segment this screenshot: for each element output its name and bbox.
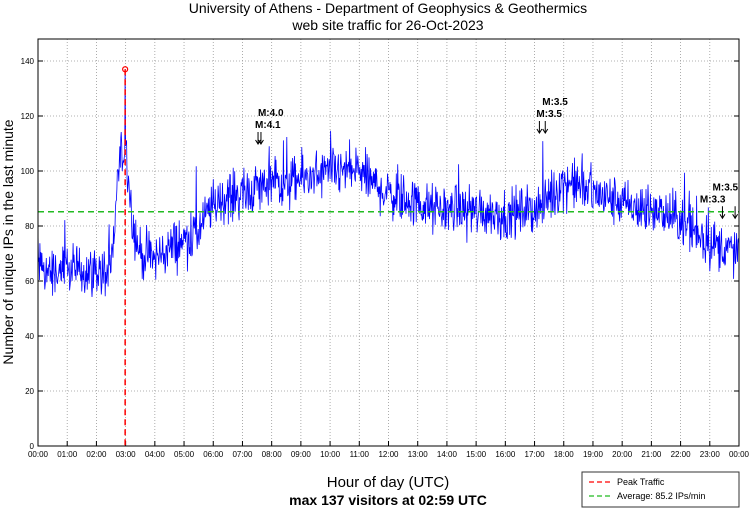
chart-subtitle: web site traffic for 26-Oct-2023 xyxy=(291,17,483,33)
x-tick-label: 12:00 xyxy=(378,450,399,459)
x-tick-label: 21:00 xyxy=(641,450,662,459)
annotations: M:4.1M:4.0 M:3.5M:3.5M:3.3M:3.5 xyxy=(255,97,739,220)
y-tick-label: 20 xyxy=(25,387,34,396)
grid xyxy=(38,39,739,446)
x-tick-label: 11:00 xyxy=(350,450,370,459)
y-tick-label: 120 xyxy=(21,112,35,121)
x-tick-label: 02:00 xyxy=(86,450,107,459)
max-summary: max 137 visitors at 02:59 UTC xyxy=(289,492,487,508)
x-axis-label: Hour of day (UTC) xyxy=(327,474,450,491)
annotation-arrowhead-icon xyxy=(536,128,543,134)
y-tick-label: 0 xyxy=(30,442,35,451)
x-tick-label: 19:00 xyxy=(583,450,604,459)
x-tick-label: 13:00 xyxy=(408,450,429,459)
legend-peak-label: Peak Traffic xyxy=(617,477,665,487)
annotation-label: M:3.5 xyxy=(713,182,739,193)
x-tick-label: 03:00 xyxy=(116,450,137,459)
y-tick-label: 40 xyxy=(25,332,34,341)
x-tick-label: 08:00 xyxy=(262,450,283,459)
x-tick-label: 14:00 xyxy=(437,450,458,459)
x-tick-label: 00:00 xyxy=(28,450,49,459)
axis-ticks: 0 20 40 60 80 100 120 140 00:00 01:00 02:00 03:00 04… xyxy=(21,57,750,459)
peak-marker xyxy=(122,66,129,73)
x-tick-label: 00:00 xyxy=(729,450,750,459)
annotation-label: M:4.1 xyxy=(255,120,281,131)
x-tick-label: 16:00 xyxy=(495,450,516,459)
x-tick-label: 05:00 xyxy=(174,450,195,459)
annotation-label: M:3.3 xyxy=(700,194,726,205)
annotation-arrowhead-icon xyxy=(542,128,549,134)
annotation-arrowhead-icon xyxy=(258,139,264,145)
y-tick-label: 140 xyxy=(21,57,35,66)
x-tick-label: 06:00 xyxy=(203,450,224,459)
x-tick-label: 07:00 xyxy=(232,450,253,459)
y-axis-label: Number of unique IPs in the last minute xyxy=(0,119,16,364)
legend: Peak Traffic Average: 85.2 IPs/min xyxy=(581,471,740,508)
x-tick-label: 10:00 xyxy=(320,450,341,459)
y-tick-label: 60 xyxy=(25,277,34,286)
y-tick-label: 80 xyxy=(25,222,34,231)
legend-average-label: Average: 85.2 IPs/min xyxy=(617,491,705,501)
chart-title: University of Athens - Department of Geo… xyxy=(189,0,587,16)
x-tick-label: 17:00 xyxy=(525,450,546,459)
x-tick-label: 22:00 xyxy=(671,450,692,459)
annotation-arrowhead-icon xyxy=(719,213,726,220)
x-tick-label: 01:00 xyxy=(57,450,78,459)
x-tick-label: 23:00 xyxy=(700,450,721,459)
y-tick-label: 100 xyxy=(21,167,35,176)
series-line xyxy=(37,69,740,298)
annotation-arrowhead-icon xyxy=(732,213,739,220)
plot-frame xyxy=(37,38,740,447)
annotation-label: M:3.5 xyxy=(542,97,568,108)
annotation-label: M:3.5 xyxy=(536,109,562,120)
x-tick-label: 20:00 xyxy=(612,450,633,459)
x-tick-label: 04:00 xyxy=(145,450,166,459)
annotation-label: M:4.0 xyxy=(258,108,284,119)
x-tick-label: 09:00 xyxy=(291,450,312,459)
x-tick-label: 15:00 xyxy=(466,450,487,459)
x-tick-label: 18:00 xyxy=(554,450,575,459)
